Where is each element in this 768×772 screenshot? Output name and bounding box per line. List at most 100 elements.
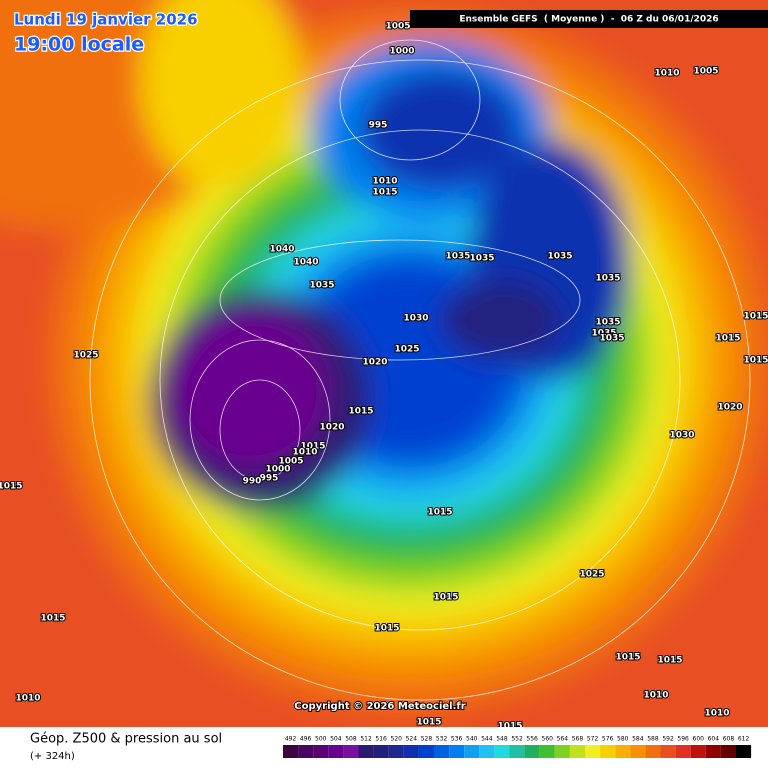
isobar-label: 1005 xyxy=(693,67,718,77)
run-box xyxy=(410,10,768,28)
isobar-label: 1005 xyxy=(278,457,303,467)
isobar-label: 1030 xyxy=(403,314,428,324)
colorbar-swatch xyxy=(434,745,450,758)
isobar-label: 1015 xyxy=(657,656,682,666)
colorbar-swatch xyxy=(464,745,480,758)
colorbar-swatch xyxy=(615,745,631,758)
colorbar-label: 496 xyxy=(300,736,312,743)
isobar-label: 1025 xyxy=(394,345,419,355)
isobar-label: 1015 xyxy=(372,188,397,198)
isobar-label: 1035 xyxy=(309,281,334,291)
height-band xyxy=(140,0,300,190)
colorbar-swatch xyxy=(660,745,676,758)
colorbar-swatch xyxy=(418,745,434,758)
colorbar-swatch xyxy=(403,745,419,758)
colorbar-label: 600 xyxy=(693,736,705,743)
colorbar-label: 512 xyxy=(360,736,372,743)
isobar-label: 1040 xyxy=(269,245,294,255)
isobar-label: 1015 xyxy=(374,624,399,634)
colorbar-swatch xyxy=(720,745,736,758)
isobar-label: 1035 xyxy=(547,252,572,262)
colorbar: 492 496 500 504 508 512 516 520 524 528 532 536 540 5… xyxy=(283,736,752,758)
date: Lundi 19 janvier 2026 xyxy=(14,11,198,29)
colorbar-swatch xyxy=(630,745,646,758)
colorbar-label: 564 xyxy=(557,736,569,743)
colorbar-label: 536 xyxy=(451,736,463,743)
colorbar-label: 548 xyxy=(496,736,508,743)
isobar-label: 1035 xyxy=(595,274,620,284)
colorbar-swatch xyxy=(585,745,601,758)
isobar-label: 1025 xyxy=(73,351,98,361)
colorbar-swatch xyxy=(675,745,691,758)
isobar-label: 1020 xyxy=(717,403,742,413)
colorbar-label: 576 xyxy=(602,736,614,743)
isobar-label: 1035 xyxy=(595,318,620,328)
colorbar-label: 524 xyxy=(406,736,418,743)
colorbar-label: 556 xyxy=(526,736,538,743)
colorbar-label: 504 xyxy=(330,736,342,743)
isobar-label: 1020 xyxy=(319,423,344,433)
colorbar-label: 608 xyxy=(723,736,735,743)
height-band xyxy=(440,280,560,360)
colorbar-label: 508 xyxy=(345,736,357,743)
isobar-label: 1015 xyxy=(416,718,441,728)
run-info: Ensemble GEFS ( Moyenne ) - 06 Z du 06/0… xyxy=(459,15,718,25)
colorbar-swatch xyxy=(373,745,389,758)
isobar-label: 1015 xyxy=(743,312,768,322)
colorbar-swatch xyxy=(388,745,404,758)
footer-lead: (+ 324h) xyxy=(30,751,75,762)
isobar-label: 1030 xyxy=(669,431,694,441)
colorbar-label: 516 xyxy=(375,736,387,743)
colorbar-swatch xyxy=(479,745,495,758)
colorbar-swatch xyxy=(524,745,540,758)
isobar-label: 1010 xyxy=(643,691,668,701)
colorbar-label: 612 xyxy=(738,736,750,743)
colorbar-swatch xyxy=(283,745,299,758)
footer-title: Géop. Z500 & pression au sol xyxy=(30,732,222,747)
colorbar-swatch xyxy=(554,745,570,758)
colorbar-swatch xyxy=(705,745,721,758)
isobar-label: 1040 xyxy=(293,258,318,268)
height-band xyxy=(170,310,330,470)
isobar-label: 1015 xyxy=(743,356,768,366)
colorbar-swatch xyxy=(358,745,374,758)
colorbar-swatch xyxy=(569,745,585,758)
copyright: Copyright © 2026 Meteociel.fr xyxy=(294,701,465,712)
isobar-label: 1015 xyxy=(715,334,740,344)
isobar-label: 1015 xyxy=(0,482,23,492)
isobar-label: 1020 xyxy=(362,358,387,368)
colorbar-swatch xyxy=(449,745,465,758)
isobar-label: 1000 xyxy=(265,465,290,475)
colorbar-label: 584 xyxy=(632,736,644,743)
isobar-label: 1035 xyxy=(591,329,616,339)
isobar-label: 1015 xyxy=(433,593,458,603)
isobar-label: 1010 xyxy=(704,709,729,719)
isobar-label: 1000 xyxy=(389,47,414,57)
colorbar-label: 520 xyxy=(391,736,403,743)
colorbar-label: 492 xyxy=(285,736,297,743)
colorbar-label: 500 xyxy=(315,736,327,743)
colorbar-swatch xyxy=(343,745,359,758)
colorbar-swatch xyxy=(645,745,661,758)
isobar-label: 1015 xyxy=(40,614,65,624)
colorbar-label: 532 xyxy=(436,736,448,743)
colorbar-swatch xyxy=(328,745,344,758)
colorbar-swatch xyxy=(509,745,525,758)
colorbar-label: 540 xyxy=(466,736,478,743)
isobar-label: 1010 xyxy=(372,177,397,187)
colorbar-label: 560 xyxy=(542,736,554,743)
colorbar-label: 604 xyxy=(708,736,720,743)
isobar-label: 1035 xyxy=(469,254,494,264)
colorbar-label: 572 xyxy=(587,736,599,743)
colorbar-label: 544 xyxy=(481,736,493,743)
isobar-label: 1010 xyxy=(15,694,40,704)
isobar-label: 1035 xyxy=(445,252,470,262)
isobar-label: 995 xyxy=(369,121,388,131)
colorbar-swatch xyxy=(298,745,314,758)
colorbar-label: 588 xyxy=(647,736,659,743)
isobar-label: 1035 xyxy=(599,334,624,344)
isobar-label: 1005 xyxy=(385,22,410,32)
isobar-label: 1010 xyxy=(654,69,679,79)
